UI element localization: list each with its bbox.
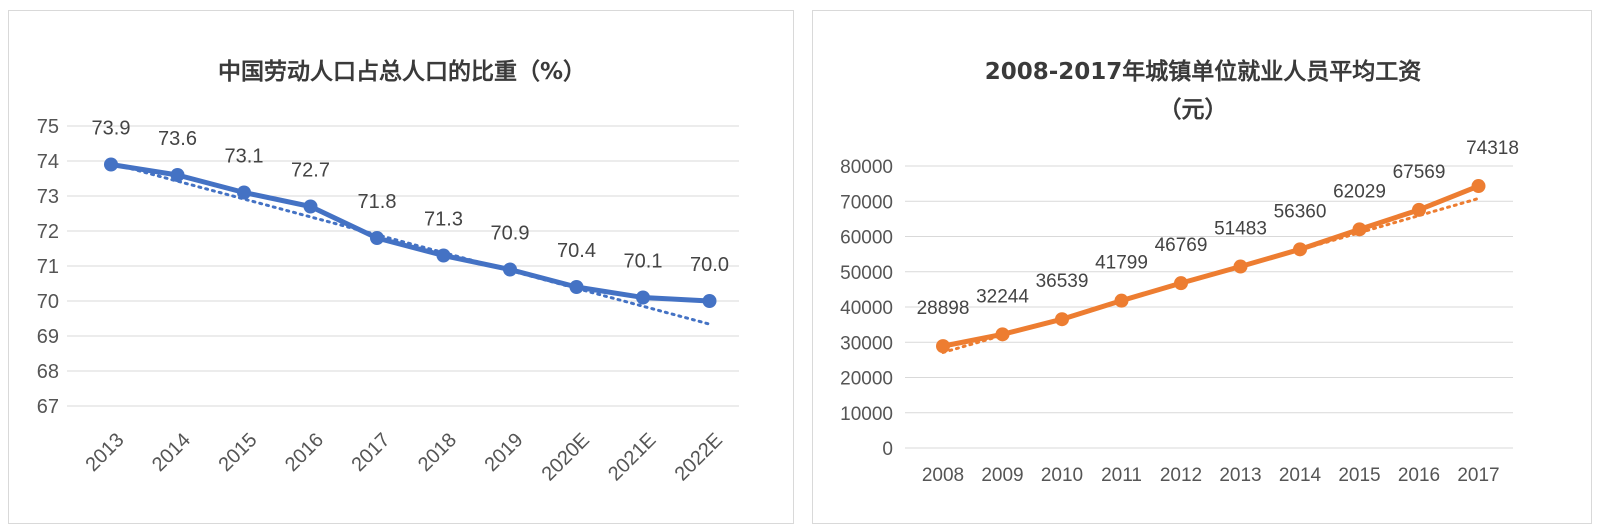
x-tick-label: 2009 <box>981 465 1023 486</box>
x-tick-label: 2015 <box>1338 465 1380 486</box>
x-tick-label: 2022E <box>671 429 727 485</box>
x-tick-label: 2011 <box>1101 465 1142 486</box>
data-point <box>1352 222 1367 237</box>
data-label: 72.7 <box>291 160 330 182</box>
data-point <box>170 168 185 182</box>
data-label: 41799 <box>1095 253 1148 274</box>
y-tick-label: 30000 <box>840 333 893 354</box>
data-label: 51483 <box>1214 219 1267 240</box>
data-label: 32244 <box>976 286 1029 307</box>
data-point <box>104 157 118 172</box>
right-chart-title-line2: （元） <box>1159 96 1228 123</box>
y-tick-label: 73 <box>37 186 59 208</box>
data-point <box>1233 259 1248 274</box>
data-label: 73.1 <box>225 146 264 168</box>
x-tick-label: 2017 <box>348 429 395 476</box>
x-tick-label: 2017 <box>1457 465 1499 486</box>
x-tick-label: 2013 <box>1219 465 1261 486</box>
data-point <box>1412 202 1426 217</box>
series-line <box>110 162 710 304</box>
y-tick-label: 70 <box>37 291 59 313</box>
right-chart-panel: 2008-2017年城镇单位就业人员平均工资 （元） 0 10000 20000 30… <box>812 10 1592 524</box>
data-point <box>370 231 384 245</box>
y-tick-label: 40000 <box>840 298 893 319</box>
data-label: 73.9 <box>92 118 131 140</box>
x-tick-label: 2020E <box>538 429 594 485</box>
y-tick-label: 70000 <box>840 192 893 213</box>
data-label: 70.9 <box>491 223 530 245</box>
data-point <box>303 199 318 214</box>
data-label: 28898 <box>917 298 970 319</box>
data-point <box>1114 293 1129 308</box>
data-label: 46769 <box>1155 235 1208 256</box>
y-tick-label: 71 <box>37 256 59 278</box>
trendline <box>941 196 1480 354</box>
data-label: 74318 <box>1466 138 1519 159</box>
data-point <box>995 327 1010 342</box>
data-label: 70.0 <box>690 254 729 276</box>
data-point <box>569 280 584 294</box>
y-tick-label: 50000 <box>840 263 893 284</box>
y-tick-label: 80000 <box>840 157 893 178</box>
data-label: 71.8 <box>358 191 397 213</box>
x-tick-label: 2021E <box>604 429 660 485</box>
data-point <box>1293 242 1307 257</box>
data-point <box>436 248 451 263</box>
data-label: 62029 <box>1333 181 1386 202</box>
data-label: 71.3 <box>424 209 463 231</box>
data-point <box>636 290 650 305</box>
x-tick-label: 2012 <box>1160 465 1202 486</box>
left-chart-panel: 中国劳动人口占总人口的比重（%） 67 68 69 70 71 72 73 74 75 2013 2… <box>8 10 794 524</box>
y-tick-label: 60000 <box>840 228 893 249</box>
x-tick-label: 2016 <box>281 429 328 476</box>
data-point <box>702 294 717 308</box>
x-tick-label: 2014 <box>148 429 195 476</box>
y-tick-label: 74 <box>37 151 59 173</box>
data-point <box>1055 312 1069 327</box>
x-tick-label: 2008 <box>922 465 964 486</box>
y-tick-label: 69 <box>37 326 59 348</box>
y-tick-label: 75 <box>37 116 59 138</box>
data-label: 73.6 <box>158 128 197 150</box>
right-chart-svg: 2008-2017年城镇单位就业人员平均工资 （元） 0 10000 20000 30… <box>840 58 1519 486</box>
data-point <box>237 185 251 200</box>
data-point <box>936 339 950 354</box>
x-tick-label: 2019 <box>481 429 528 476</box>
x-tick-label: 2015 <box>215 429 262 476</box>
data-label: 70.4 <box>557 240 596 262</box>
x-tick-label: 2013 <box>82 429 129 476</box>
x-tick-label: 2018 <box>414 429 461 476</box>
data-label: 70.1 <box>624 251 663 273</box>
y-tick-label: 0 <box>882 439 893 460</box>
y-tick-label: 68 <box>37 361 59 383</box>
x-tick-label: 2014 <box>1279 465 1322 486</box>
left-chart-title: 中国劳动人口占总人口的比重（%） <box>218 58 586 85</box>
right-chart-title: 2008-2017年城镇单位就业人员平均工资 <box>985 58 1422 85</box>
data-label: 36539 <box>1036 271 1089 292</box>
x-tick-label: 2016 <box>1398 465 1440 486</box>
trendline <box>109 161 711 326</box>
data-label: 67569 <box>1393 162 1446 183</box>
y-tick-label: 72 <box>37 221 59 243</box>
y-tick-label: 20000 <box>840 369 893 390</box>
data-point <box>1174 276 1188 291</box>
data-point <box>503 262 517 277</box>
data-label: 56360 <box>1274 201 1327 222</box>
y-tick-label: 67 <box>37 396 59 418</box>
left-chart-svg: 中国劳动人口占总人口的比重（%） 67 68 69 70 71 72 73 74 75 2013 2… <box>37 58 739 485</box>
x-tick-label: 2010 <box>1041 465 1083 486</box>
series-line <box>942 183 1480 349</box>
y-tick-label: 10000 <box>840 404 893 425</box>
data-point <box>1471 179 1486 194</box>
